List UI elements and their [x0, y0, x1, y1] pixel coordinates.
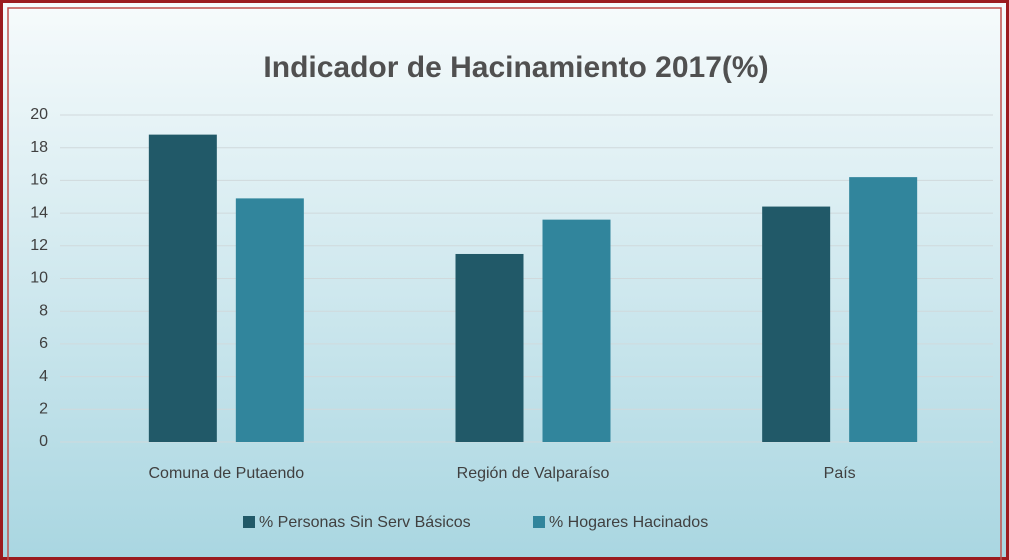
bar — [235, 198, 304, 442]
bar — [849, 177, 918, 442]
x-tick-label: País — [824, 465, 856, 482]
y-tick-label: 2 — [39, 401, 48, 418]
bar — [148, 134, 217, 442]
legend-label: % Hogares Hacinados — [549, 514, 708, 531]
y-tick-label: 14 — [30, 204, 48, 221]
bar — [455, 253, 524, 442]
y-tick-label: 10 — [30, 270, 48, 287]
y-tick-label: 18 — [30, 139, 48, 156]
bar — [542, 219, 611, 442]
y-tick-label: 4 — [39, 368, 48, 385]
x-tick-label: Comuna de Putaendo — [148, 465, 304, 482]
y-tick-label: 12 — [30, 237, 48, 254]
inner-border — [7, 7, 1002, 560]
legend-label: % Personas Sin Serv Básicos — [259, 514, 471, 531]
y-tick-label: 8 — [39, 302, 48, 319]
y-tick-label: 6 — [39, 335, 48, 352]
legend-swatch — [243, 516, 255, 528]
legend-swatch — [533, 516, 545, 528]
y-tick-label: 0 — [39, 433, 48, 450]
y-tick-label: 20 — [30, 106, 48, 123]
x-tick-label: Región de Valparaíso — [457, 465, 610, 482]
y-tick-label: 16 — [30, 172, 48, 189]
chart-title: Indicador de Hacinamiento 2017(%) — [263, 51, 768, 84]
bar — [762, 206, 831, 442]
